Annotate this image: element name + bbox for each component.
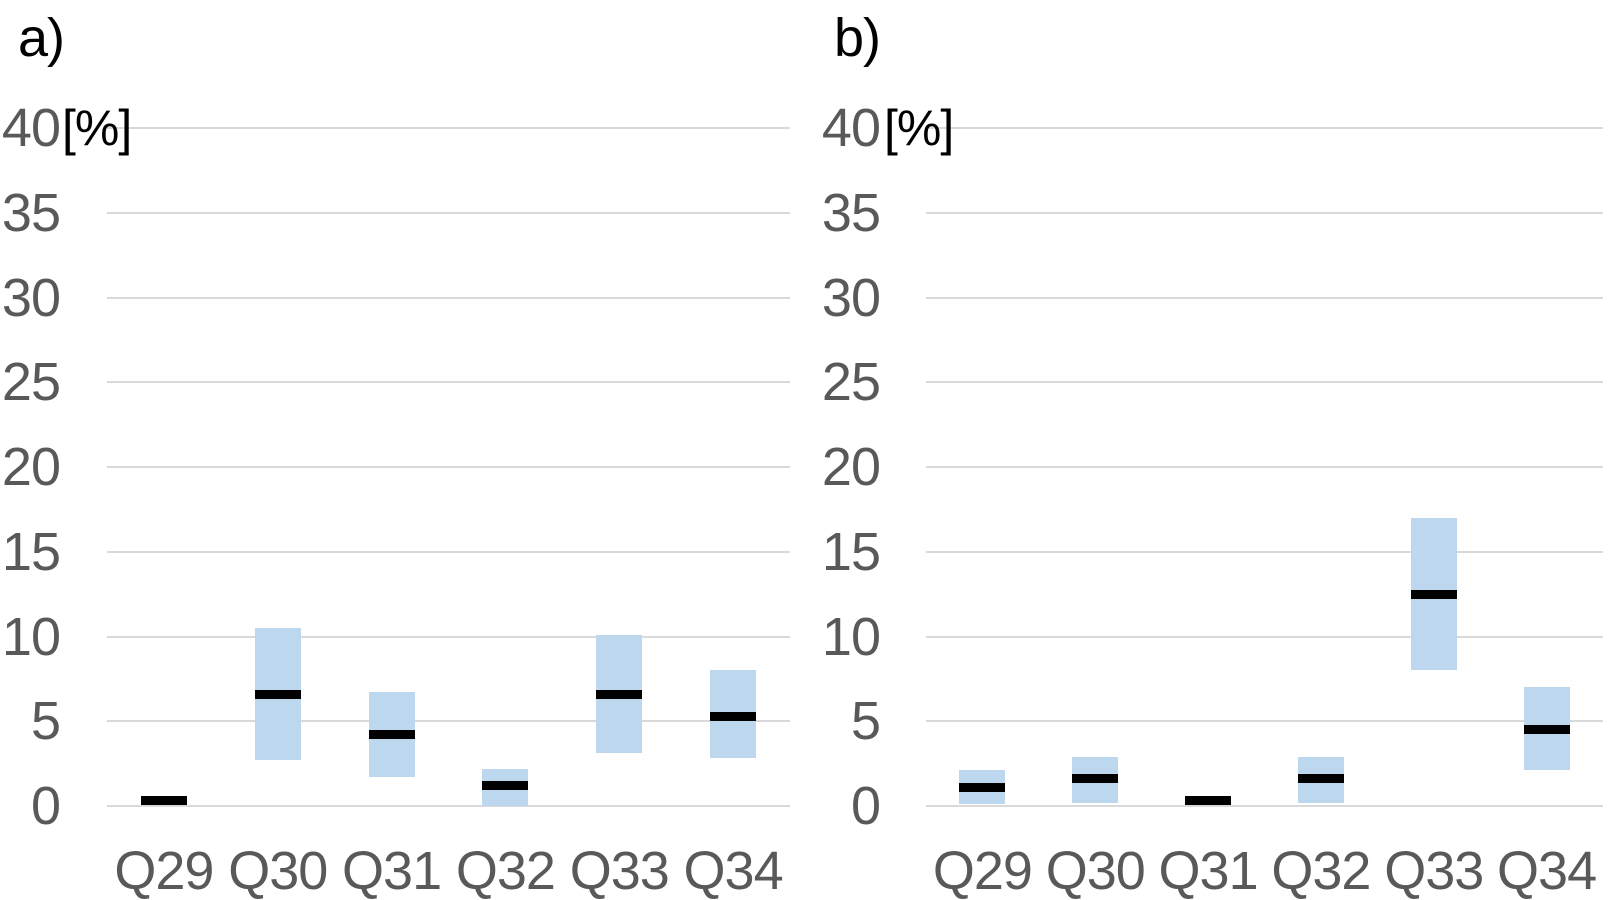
- y-tick-label: 5: [850, 691, 881, 752]
- y-tick-label: 15: [1, 521, 61, 582]
- x-category-label: Q30: [228, 841, 328, 900]
- gridline: [926, 127, 1603, 129]
- gridline: [926, 211, 1603, 214]
- y-tick-label: 35: [1, 182, 61, 243]
- y-tick-label: 15: [821, 521, 881, 582]
- x-category-label: Q32: [455, 841, 556, 900]
- y-axis-unit-label: [%]: [884, 100, 954, 156]
- gridline: [926, 635, 1603, 638]
- y-tick-label: 30: [1, 267, 61, 328]
- median-line: [959, 782, 1006, 792]
- gridline: [107, 635, 790, 638]
- y-tick-label: 30: [821, 267, 881, 328]
- median-line: [710, 711, 757, 721]
- gridline: [926, 296, 1603, 299]
- y-tick-label: 10: [821, 606, 881, 667]
- gridline: [926, 466, 1603, 468]
- y-tick-label: 25: [1, 352, 61, 413]
- x-category-label: Q32: [1271, 841, 1371, 900]
- x-category-label: Q29: [114, 841, 214, 900]
- x-category-label: Q30: [1045, 841, 1146, 900]
- y-tick-label: 10: [1, 606, 61, 667]
- y-tick-label: 5: [30, 691, 61, 752]
- x-category-label: Q29: [932, 841, 1033, 900]
- median-line: [482, 781, 529, 791]
- gridline: [107, 720, 790, 723]
- median-line: [596, 689, 643, 699]
- y-tick-label: 40: [821, 98, 881, 158]
- gridline: [926, 381, 1603, 384]
- y-tick-label: 0: [850, 776, 881, 836]
- y-axis-unit-label: [%]: [62, 100, 132, 156]
- y-tick-label: 25: [821, 352, 881, 413]
- x-category-label: Q33: [1384, 841, 1484, 900]
- y-tick-label: 20: [821, 437, 881, 497]
- x-category-label: Q34: [683, 841, 784, 900]
- median-line: [368, 730, 415, 740]
- gridline: [107, 127, 790, 129]
- x-category-label: Q33: [569, 841, 670, 900]
- x-category-label: Q31: [1158, 841, 1259, 900]
- gridline: [107, 381, 790, 384]
- median-line: [1072, 774, 1119, 784]
- gridline: [926, 720, 1603, 723]
- panel-a-label: a): [18, 8, 65, 68]
- gridline: [107, 805, 790, 807]
- gridline: [926, 550, 1603, 553]
- median-line: [254, 689, 301, 699]
- gridline: [107, 211, 790, 214]
- median-line: [1410, 589, 1457, 599]
- median-line: [1297, 774, 1344, 784]
- y-tick-label: 0: [30, 776, 61, 836]
- gridline: [107, 296, 790, 299]
- median-line: [1523, 725, 1570, 735]
- panel-b-label: b): [834, 8, 881, 68]
- median-line: [140, 796, 187, 806]
- gridline: [107, 466, 790, 468]
- y-tick-label: 40: [1, 98, 61, 158]
- y-tick-label: 35: [821, 182, 881, 243]
- gridline: [107, 550, 790, 553]
- median-line: [1185, 796, 1232, 806]
- y-tick-label: 20: [1, 437, 61, 497]
- gridline: [926, 805, 1603, 807]
- x-category-label: Q31: [342, 841, 442, 900]
- x-category-label: Q34: [1497, 841, 1597, 900]
